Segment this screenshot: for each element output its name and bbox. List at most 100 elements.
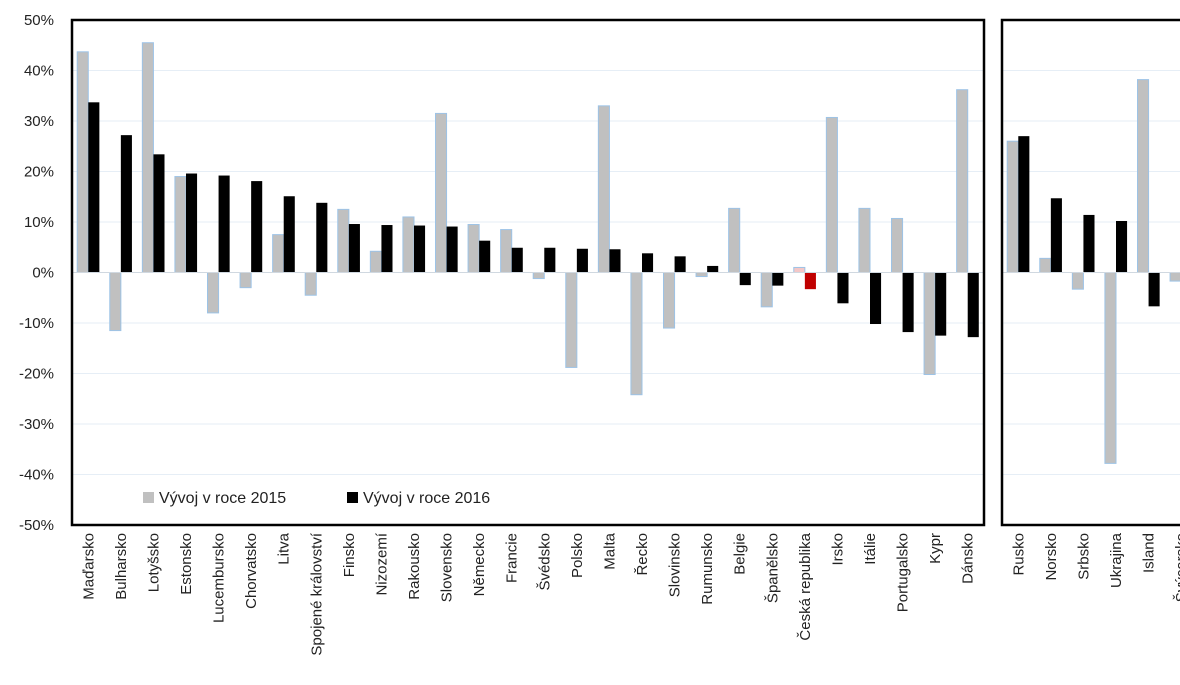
x-category-label: Maďarsko (80, 533, 97, 600)
y-tick-label: -10% (19, 315, 54, 332)
bar-2016-Belgie (739, 272, 751, 286)
bar-2016-Island (1148, 272, 1160, 307)
bar-2015-Polsko (565, 272, 578, 368)
x-category-label: Island (1141, 533, 1158, 573)
bar-2015-Island (1136, 79, 1150, 273)
plot-frame-secondary (1000, 18, 1180, 527)
bar-2015-Itálie (858, 207, 871, 274)
y-tick-label: 30% (24, 113, 54, 130)
bar-2015-Finsko (337, 208, 350, 273)
x-category-label: Itálie (862, 533, 879, 565)
y-tick-label: -30% (19, 416, 54, 433)
bar-2016-Řecko (642, 253, 654, 273)
x-category-label: Portugalsko (895, 533, 912, 612)
bar-2015-Slovensko (434, 112, 448, 273)
x-category-label: Slovensko (439, 533, 456, 602)
bar-2015-Estonsko (174, 176, 187, 273)
x-category-label: Řecko (634, 533, 651, 576)
x-category-label: Lotyšsko (145, 533, 162, 592)
x-category-label: Litva (276, 532, 293, 564)
x-axis-labels: Maďarsko Bulharsko Lotyšsko Estonsko Lucembu… (80, 532, 1180, 655)
bar-2016-Estonsko (186, 173, 198, 273)
y-tick-label: -40% (19, 467, 54, 484)
bar-2016-Ukrajina (1116, 220, 1128, 273)
x-category-label: Ukrajina (1108, 532, 1125, 588)
bar-2015-Rusko (1006, 140, 1019, 273)
bar-2016-Litva (283, 196, 295, 273)
bar-2015-Spojené království (304, 272, 317, 296)
x-category-label: Nizozemí (373, 532, 390, 595)
bar-2015-Kypr (923, 272, 936, 376)
bar-2016-Itálie (870, 272, 882, 325)
x-category-label: Česká republika (797, 532, 814, 640)
bar-2016-Rumunsko (707, 265, 719, 273)
bar-2016-Kypr (935, 272, 947, 336)
y-tick-label: -20% (19, 366, 54, 383)
x-category-label: Lucembursko (211, 533, 228, 623)
bar-2015-Rakousko (402, 216, 415, 273)
bar-2016-Rusko (1018, 136, 1030, 273)
bar-2015-Lotyšsko (141, 42, 154, 273)
y-tick-label: -50% (19, 517, 54, 534)
legend-label: Vývoj v roce 2015 (159, 490, 286, 507)
bar-2016-Chorvatsko (251, 181, 263, 273)
bar-2015-Švýcarsko (1169, 272, 1180, 282)
bar-2015-Švédsko (532, 272, 545, 280)
bar-2016-Španělsko (772, 272, 784, 286)
bar-2016-Lotyšsko (153, 154, 165, 273)
bars (72, 42, 1180, 464)
bar-2015-Nizozemí (369, 250, 382, 273)
bar-2015-Španělsko (760, 272, 773, 308)
x-category-label: Německo (471, 533, 488, 596)
bar-2016-Bulharsko (120, 135, 132, 273)
bar-2015-Slovinsko (662, 272, 676, 329)
bar-2016-Slovensko (446, 226, 458, 273)
x-category-label: Švédsko (536, 533, 553, 591)
bar-2015-Malta (597, 105, 610, 273)
bar-2016-Irsko (837, 272, 849, 304)
bar-2016-Norsko (1050, 198, 1062, 273)
bar-2016-Lucembursko (218, 175, 230, 273)
bar-2015-Rumunsko (695, 272, 708, 278)
bar-2015-Dánsko (956, 89, 969, 273)
x-category-label: Rusko (1010, 533, 1027, 576)
x-category-label: Spojené království (308, 532, 325, 655)
bar-2016-Francie (511, 247, 523, 273)
bar-2016-Česká republika (804, 272, 816, 290)
bar-2016-Nizozemí (381, 225, 393, 273)
legend-swatch-s2016 (347, 492, 358, 503)
x-category-label: Kypr (927, 533, 944, 564)
y-tick-label: 20% (24, 164, 54, 181)
legend-label: Vývoj v roce 2016 (363, 490, 490, 507)
bar-2015-Norsko (1039, 257, 1052, 273)
bar-2016-Dánsko (967, 272, 979, 338)
x-category-label: Finsko (341, 533, 358, 577)
bar-2015-Litva (272, 234, 285, 273)
bar-2016-Finsko (348, 224, 360, 273)
bar-2015-Bulharsko (109, 272, 122, 332)
bar-2016-Portugalsko (902, 272, 914, 333)
plot-frames (70, 18, 1180, 527)
x-category-label: Malta (601, 532, 618, 569)
bar-2016-Maďarsko (88, 102, 100, 273)
y-tick-label: 0% (32, 265, 54, 282)
x-category-label: Srbsko (1075, 533, 1092, 580)
y-axis: 50% 40% 30% 20% 10% 0% -10% -20% -30% -40% -50% (19, 12, 54, 534)
plot-frame-main (70, 18, 986, 527)
x-category-label: Chorvatsko (243, 533, 260, 609)
bar-2015-Francie (500, 229, 513, 273)
bar-2015-Německo (467, 224, 480, 273)
bar-2015-Portugalsko (890, 217, 904, 273)
x-category-label: Irsko (829, 533, 846, 566)
bar-2015-Belgie (728, 207, 741, 274)
bar-2016-Rakousko (414, 225, 426, 273)
x-category-label: Norsko (1043, 533, 1060, 581)
x-category-label: Bulharsko (113, 533, 130, 600)
legend-swatch-s2015 (143, 492, 154, 503)
bar-2015-Česká republika (793, 266, 806, 274)
bar-2016-Švédsko (544, 247, 556, 273)
y-tick-label: 50% (24, 12, 54, 29)
bar-2016-Slovinsko (674, 256, 686, 273)
bar-2016-Malta (609, 249, 621, 273)
